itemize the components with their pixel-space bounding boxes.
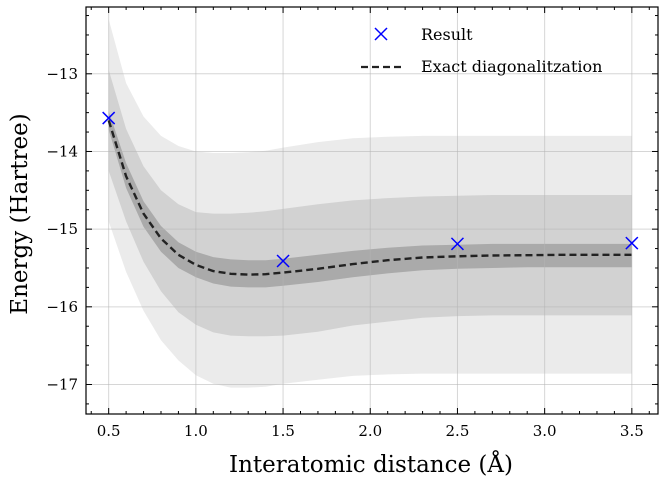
result-marker: [625, 236, 639, 250]
y-tick-label: −14: [46, 142, 78, 160]
series-line-exact: [107, 120, 632, 276]
y-tick-label: −15: [46, 220, 78, 238]
x-tick-label: 2.0: [358, 422, 382, 440]
grid-layer: [86, 7, 658, 414]
y-axis-label: Energy (Hartree): [7, 113, 33, 314]
x-axis-label: Interatomic distance (Å): [229, 450, 513, 478]
y-tick-label: −17: [46, 375, 78, 393]
x-tick-label: 0.5: [97, 422, 121, 440]
y-tick-label: −13: [46, 65, 78, 83]
result-marker: [450, 237, 464, 251]
x-tick-label: 3.5: [620, 422, 644, 440]
x-tick-label: 1.5: [271, 422, 295, 440]
result-marker: [276, 254, 290, 268]
ticks-layer: 0.5 1.0 1.5 2.0 2.5 3.0 3.5 −17 −16 −15 −14 −13: [46, 7, 658, 440]
y-tick-label: −16: [46, 298, 78, 316]
x-tick-label: 2.5: [446, 422, 470, 440]
series-layer: [102, 111, 639, 276]
result-marker: [102, 111, 116, 125]
legend-label-result: Result: [421, 25, 473, 44]
legend-label-exact: Exact diagonalitzation: [421, 57, 602, 76]
plot-frame: [85, 6, 659, 415]
x-tick-label: 1.0: [184, 422, 208, 440]
x-tick-label: 3.0: [533, 422, 557, 440]
legend: Result Exact diagonalitzation: [361, 25, 602, 76]
legend-marker-result: [374, 27, 388, 41]
